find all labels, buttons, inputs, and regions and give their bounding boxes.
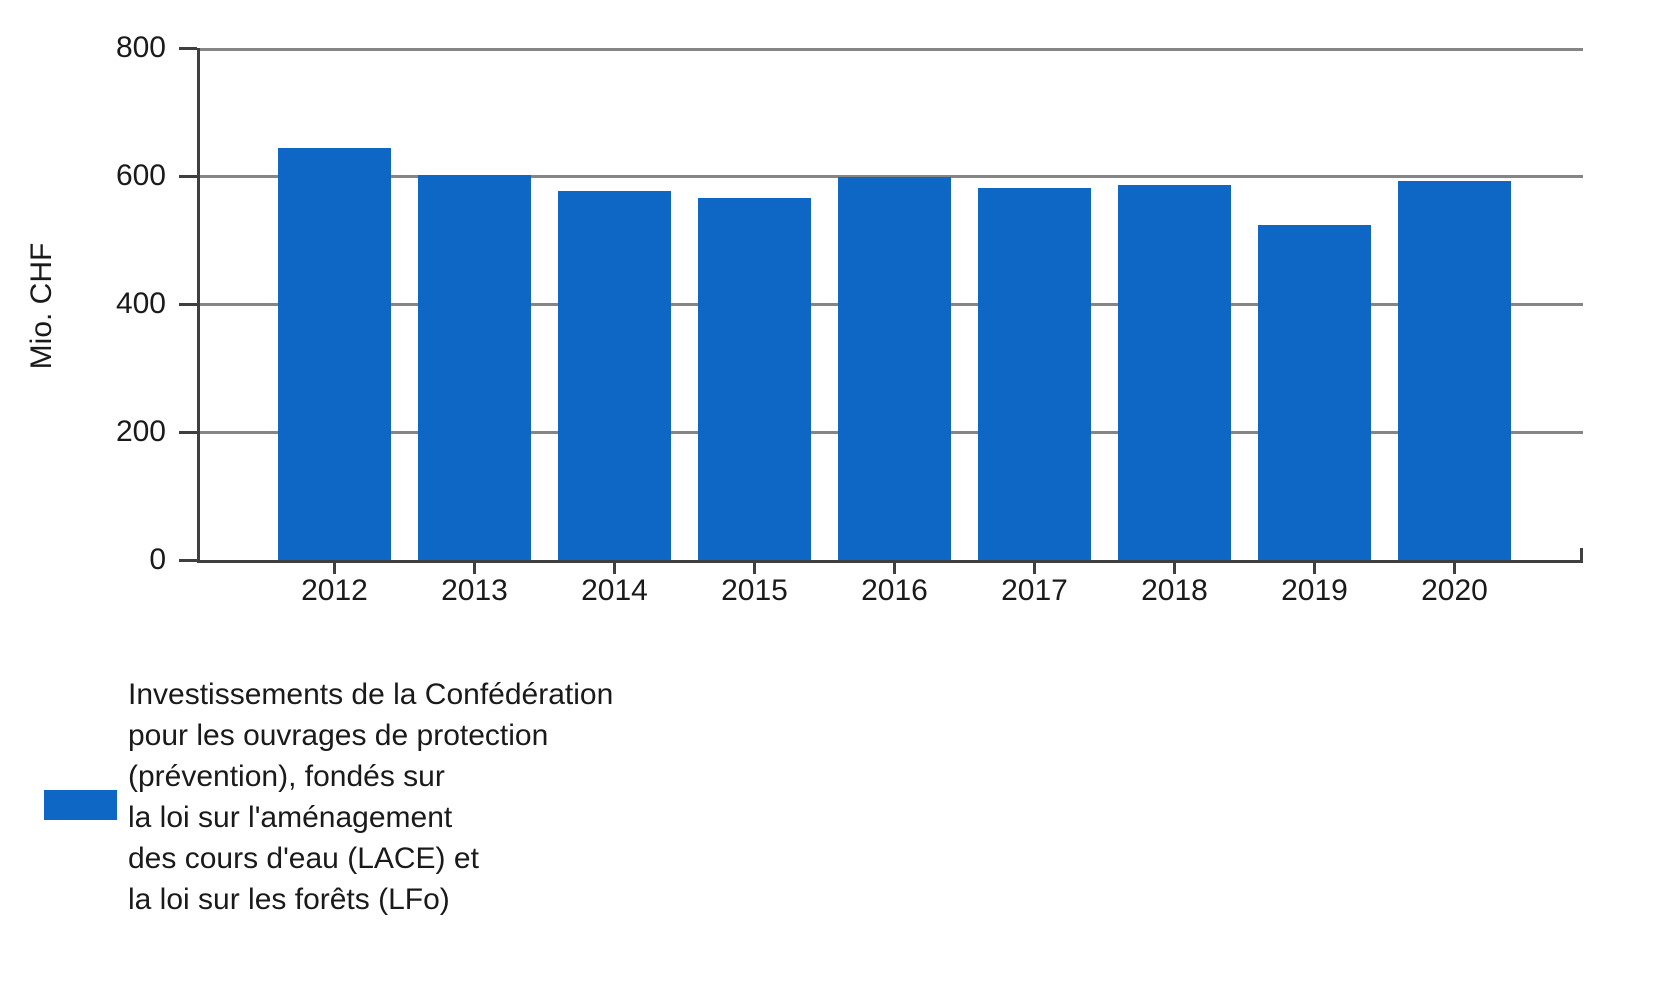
legend-color-swatch <box>44 790 117 820</box>
x-tick-mark-2019 <box>1313 563 1316 574</box>
bar-2016 <box>838 176 951 560</box>
x-tick-label-2014: 2014 <box>581 574 648 607</box>
y-tick-mark-0 <box>179 558 197 562</box>
y-tick-label-600: 600 <box>115 159 166 192</box>
x-axis-end-tick <box>1580 548 1583 560</box>
legend-label: Investissements de la Confédération pour … <box>128 674 613 920</box>
x-tick-mark-2020 <box>1453 563 1456 574</box>
y-tick-mark-200 <box>179 430 197 434</box>
plot-area <box>197 48 1583 563</box>
y-tick-label-200: 200 <box>115 415 166 448</box>
x-tick-mark-2014 <box>613 563 616 574</box>
legend-line-2: pour les ouvrages de protection <box>128 719 549 752</box>
y-tick-label-400: 400 <box>115 287 166 320</box>
x-tick-mark-2012 <box>333 563 336 574</box>
x-tick-label-2020: 2020 <box>1421 574 1488 607</box>
x-tick-label-2017: 2017 <box>1001 574 1068 607</box>
x-tick-label-2016: 2016 <box>861 574 928 607</box>
legend-line-5: des cours d'eau (LACE) et <box>128 842 479 875</box>
bar-2013 <box>418 175 531 560</box>
bar-2015 <box>698 198 811 560</box>
x-tick-label-2013: 2013 <box>441 574 508 607</box>
y-tick-mark-400 <box>179 302 197 306</box>
x-tick-mark-2015 <box>753 563 756 574</box>
x-tick-label-2012: 2012 <box>301 574 368 607</box>
x-tick-mark-2013 <box>473 563 476 574</box>
x-tick-label-2015: 2015 <box>721 574 788 607</box>
y-axis-title: Mio. CHF <box>25 242 58 370</box>
bar-2012 <box>278 147 391 560</box>
x-tick-label-2018: 2018 <box>1141 574 1208 607</box>
bar-2014 <box>558 190 671 560</box>
x-tick-mark-2018 <box>1173 563 1176 574</box>
legend-line-1: Investissements de la Confédération <box>128 678 614 711</box>
y-tick-label-800: 800 <box>115 31 166 64</box>
x-tick-label-2019: 2019 <box>1281 574 1348 607</box>
y-tick-label-0: 0 <box>149 543 166 576</box>
y-tick-mark-600 <box>179 174 197 178</box>
bar-2018 <box>1118 184 1231 560</box>
x-tick-mark-2017 <box>1033 563 1036 574</box>
legend-line-6: la loi sur les forêts (LFo) <box>128 883 450 916</box>
bar-2019 <box>1258 224 1371 560</box>
bar-2020 <box>1398 181 1511 560</box>
legend-line-4: la loi sur l'aménagement <box>128 801 453 834</box>
gridline-800 <box>200 48 1583 51</box>
gridline-600 <box>200 174 1583 178</box>
y-tick-mark-800 <box>179 46 197 50</box>
legend-line-3: (prévention), fondés sur <box>128 760 445 793</box>
bar-2017 <box>978 188 1091 560</box>
x-tick-mark-2016 <box>893 563 896 574</box>
